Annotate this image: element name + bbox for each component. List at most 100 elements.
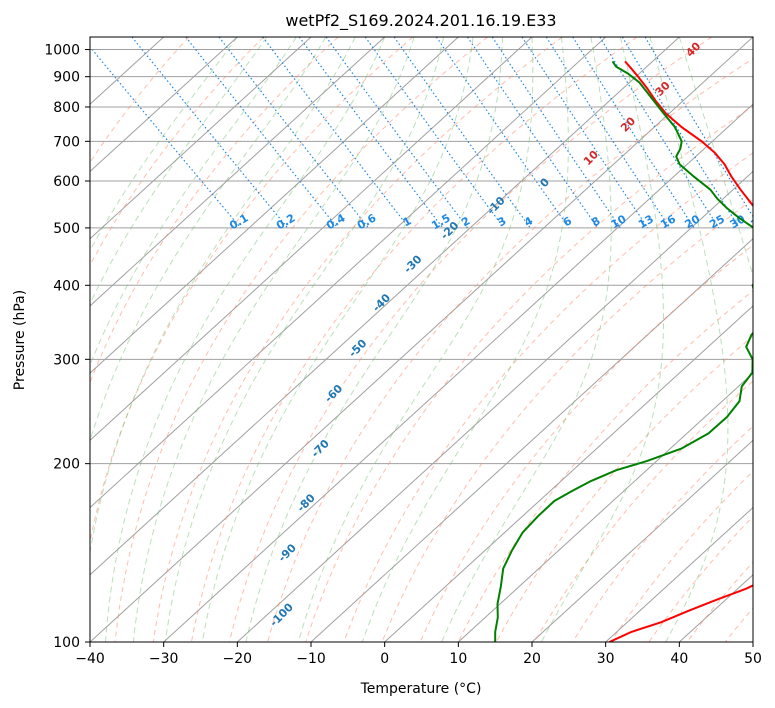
- isotherm-line: [90, 37, 459, 374]
- isotherm-label: 20: [618, 114, 638, 134]
- isotherm-line: [457, 372, 753, 642]
- y-tick-label: 300: [53, 352, 80, 368]
- mixing-ratio-label: 10: [609, 212, 629, 231]
- moist-adiabat: [297, 37, 534, 642]
- moist-adiabat: [90, 37, 238, 252]
- x-tick-label: 20: [523, 651, 541, 667]
- moist-adiabat: [164, 37, 445, 642]
- isotherm-line: [90, 37, 607, 509]
- moist-adiabat: [649, 37, 729, 642]
- mixing-ratio-line: [521, 37, 649, 229]
- isotherm-label: -100: [267, 600, 296, 629]
- moist-adiabat: [245, 37, 503, 642]
- mixing-ratio-line: [545, 37, 671, 229]
- y-tick-label: 100: [53, 635, 80, 651]
- dry-adiabat: [267, 57, 753, 642]
- dry-adiabat: [114, 37, 488, 642]
- isotherm-line: [90, 37, 680, 576]
- dry-adiabat: [229, 37, 712, 642]
- isotherm-label: -40: [370, 291, 393, 314]
- mixing-ratio-label: 6: [561, 214, 574, 229]
- mixing-ratio-label: 20: [683, 212, 703, 231]
- moist-adiabat: [90, 37, 356, 556]
- mixing-ratio-line: [644, 37, 753, 218]
- y-axis-label: Pressure (hPa): [12, 290, 28, 390]
- isotherm-line: [236, 170, 753, 642]
- dry-adiabat: [686, 561, 753, 642]
- isotherm-line: [90, 37, 533, 442]
- dry-adiabat: [90, 37, 339, 384]
- moist-adiabat: [105, 37, 386, 642]
- mixing-ratio-line: [466, 37, 599, 229]
- x-tick-label: 50: [744, 651, 762, 667]
- mixing-ratio-label: 1: [401, 214, 414, 229]
- mixing-ratio-line: [393, 37, 531, 229]
- mixing-ratio-line: [262, 37, 410, 229]
- isotherm-line: [90, 37, 238, 173]
- mixing-ratio-label: 3: [495, 214, 508, 229]
- mixing-ratio-line: [185, 37, 339, 229]
- mixing-ratio-label: 8: [589, 214, 602, 229]
- isotherm-label: -90: [276, 541, 299, 564]
- x-axis-label: Temperature (°C): [360, 681, 482, 697]
- mixing-ratio-label: 4: [522, 214, 535, 229]
- moist-adiabat: [201, 37, 474, 642]
- isotherm-line: [531, 439, 753, 642]
- moist-adiabat: [90, 37, 327, 443]
- moist-adiabat: [540, 37, 664, 642]
- x-tick-label: 30: [597, 651, 615, 667]
- dry-adiabat: [90, 37, 264, 267]
- dry-adiabat: [152, 37, 563, 642]
- mixing-ratio-line: [298, 37, 444, 229]
- dry-adiabat: [534, 380, 753, 642]
- dry-adiabat: [305, 105, 753, 642]
- plot-frame: [89, 36, 754, 643]
- isotherm-line: [752, 641, 753, 642]
- y-tick-label: 1000: [44, 43, 80, 59]
- mixing-ratio-label: 0.4: [324, 211, 348, 232]
- x-tick-label: −40: [75, 651, 105, 667]
- dry-adiabat: [457, 290, 753, 642]
- chart-title: wetPf2_S169.2024.201.16.19.E33: [285, 11, 556, 31]
- isotherm-label: 40: [683, 39, 703, 59]
- x-tick-label: −30: [149, 651, 179, 667]
- dry-adiabat: [763, 37, 775, 642]
- isotherm-label: -80: [295, 491, 318, 514]
- dry-adiabat: [190, 37, 638, 642]
- x-tick-label: −20: [223, 651, 253, 667]
- moist-adiabat: [441, 37, 612, 642]
- isotherm-label: -70: [309, 437, 332, 460]
- isotherm-label: -50: [346, 337, 369, 360]
- isotherm-line: [310, 237, 753, 642]
- mixing-ratio-label: 0.6: [355, 211, 379, 232]
- mixing-ratio-line: [435, 37, 570, 229]
- y-tick-label: 500: [53, 221, 80, 237]
- isotherm-line: [90, 37, 753, 642]
- isotherm-label: 10: [581, 148, 601, 168]
- moist-adiabat: [132, 37, 415, 642]
- isotherm-line: [605, 506, 753, 642]
- background-lines: [90, 37, 775, 642]
- mixing-ratio-line: [491, 37, 621, 229]
- x-tick-label: 10: [449, 651, 467, 667]
- mixing-ratio-line: [218, 37, 369, 229]
- isotherm-line: [163, 103, 753, 642]
- y-tick-label: 700: [53, 134, 80, 150]
- y-tick-label: 400: [53, 278, 80, 294]
- mixing-ratio-line: [364, 37, 505, 229]
- moist-adiabat: [361, 37, 569, 642]
- mixing-ratio-label: 25: [707, 212, 727, 231]
- dewpoint-line: [494, 60, 753, 642]
- mixing-ratio-line: [572, 37, 695, 229]
- x-axis-ticks: −40 −30 −20 −10 0 10 20 30 40 50: [75, 642, 762, 667]
- dry-adiabat: [90, 37, 414, 544]
- y-tick-label: 200: [53, 457, 80, 473]
- mixing-ratio-line: [325, 37, 468, 229]
- dry-adiabat: [90, 37, 190, 164]
- moist-adiabat: [90, 37, 268, 305]
- x-tick-label: 40: [670, 651, 688, 667]
- profile-curves: [494, 60, 753, 642]
- temperature-line: [608, 60, 753, 642]
